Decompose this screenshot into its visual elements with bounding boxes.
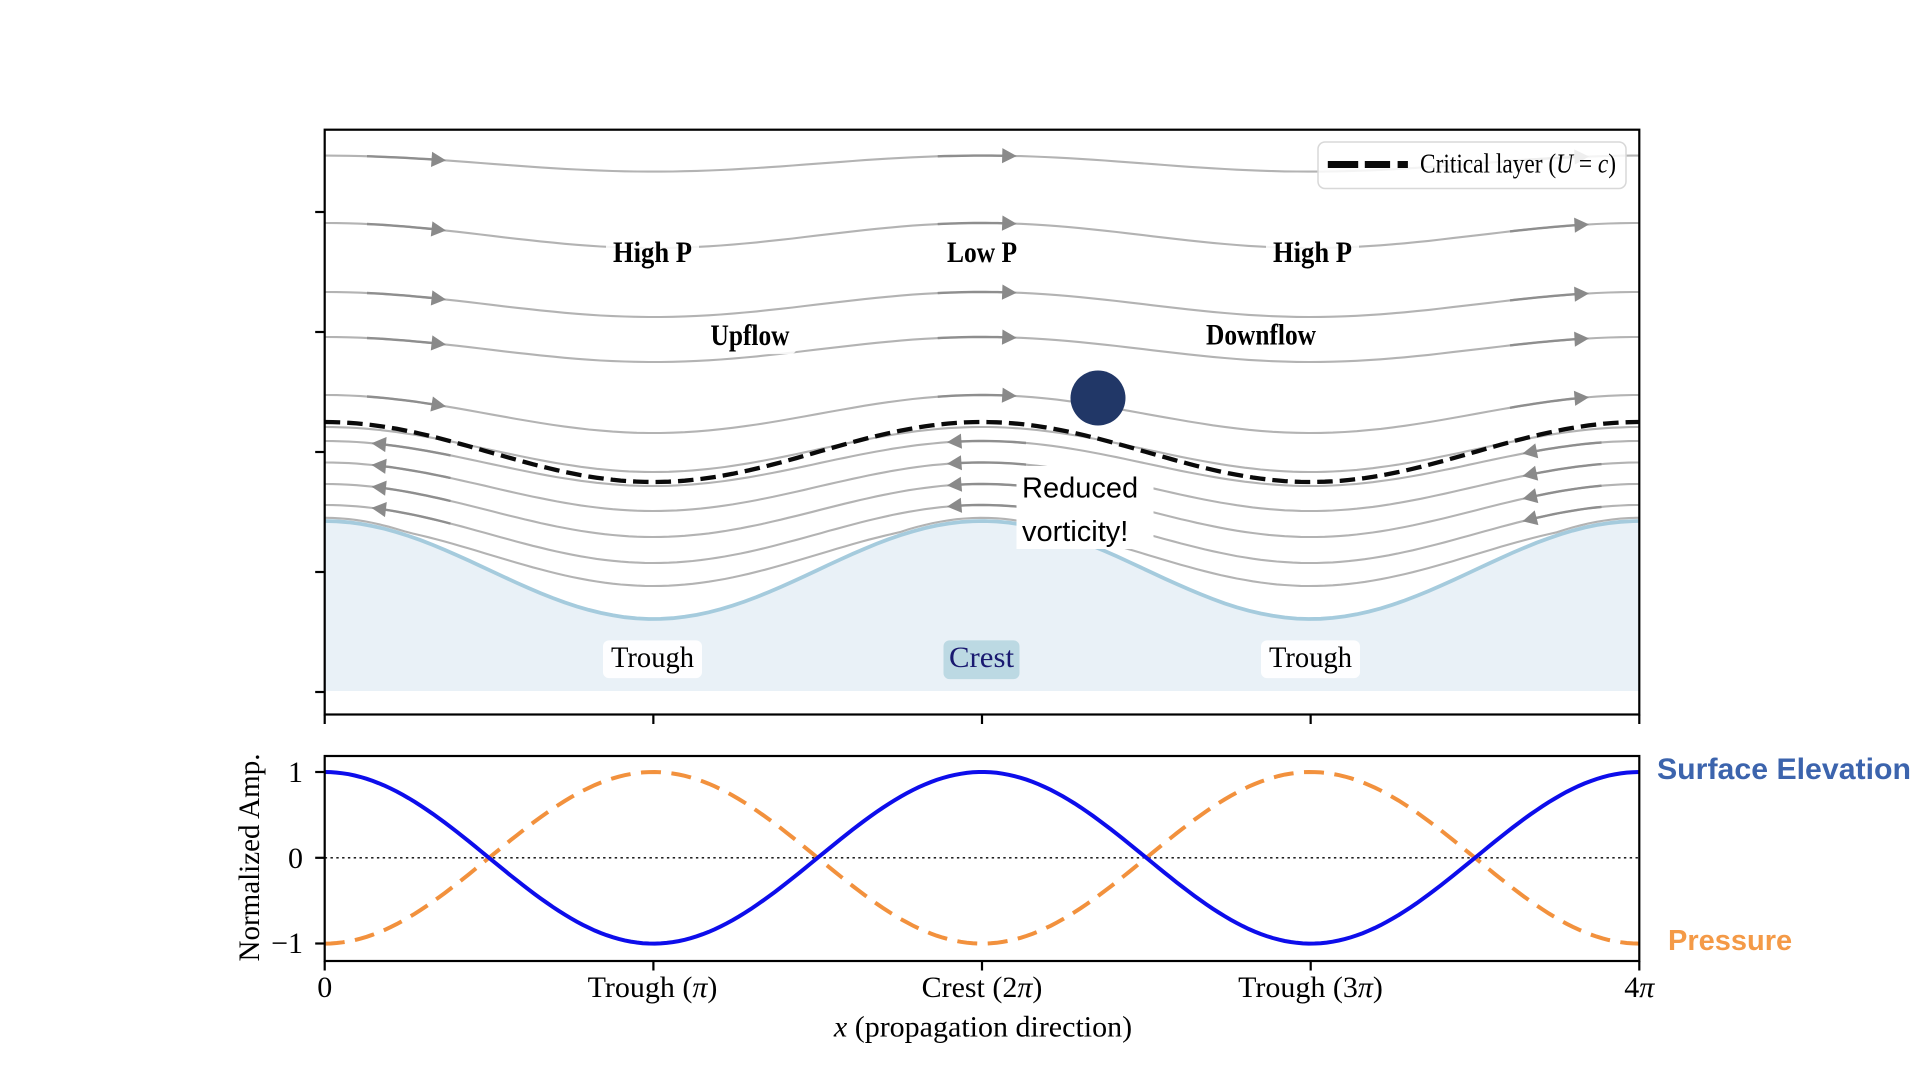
svg-text:Crest (2π): Crest (2π) [922, 971, 1043, 1004]
svg-text:Low P: Low P [947, 236, 1017, 269]
svg-text:Trough: Trough [1269, 641, 1352, 674]
svg-text:High P: High P [613, 236, 692, 269]
svg-text:Reduced: Reduced [1022, 473, 1138, 505]
svg-text:Crest: Crest [949, 641, 1015, 674]
svg-text:−1: −1 [271, 927, 303, 960]
svg-text:Trough (π): Trough (π) [588, 971, 718, 1004]
svg-text:High P: High P [1273, 236, 1352, 269]
svg-text:Normalized Amp.: Normalized Amp. [233, 754, 266, 962]
svg-text:0: 0 [288, 842, 303, 875]
svg-text:Surface Elevation: Surface Elevation [1657, 753, 1911, 786]
svg-text:Trough: Trough [611, 641, 694, 674]
svg-text:Critical layer (U = c): Critical layer (U = c) [1420, 148, 1616, 179]
svg-text:Trough (3π): Trough (3π) [1238, 971, 1383, 1004]
svg-text:Downflow: Downflow [1206, 319, 1316, 352]
svg-text:Upflow: Upflow [711, 319, 790, 352]
svg-text:0: 0 [317, 971, 332, 1004]
svg-text:vorticity!: vorticity! [1022, 516, 1128, 548]
svg-text:x (propagation direction): x (propagation direction) [833, 1011, 1132, 1044]
svg-text:4π: 4π [1624, 971, 1655, 1004]
svg-text:Pressure: Pressure [1668, 925, 1792, 957]
svg-text:1: 1 [288, 756, 303, 789]
